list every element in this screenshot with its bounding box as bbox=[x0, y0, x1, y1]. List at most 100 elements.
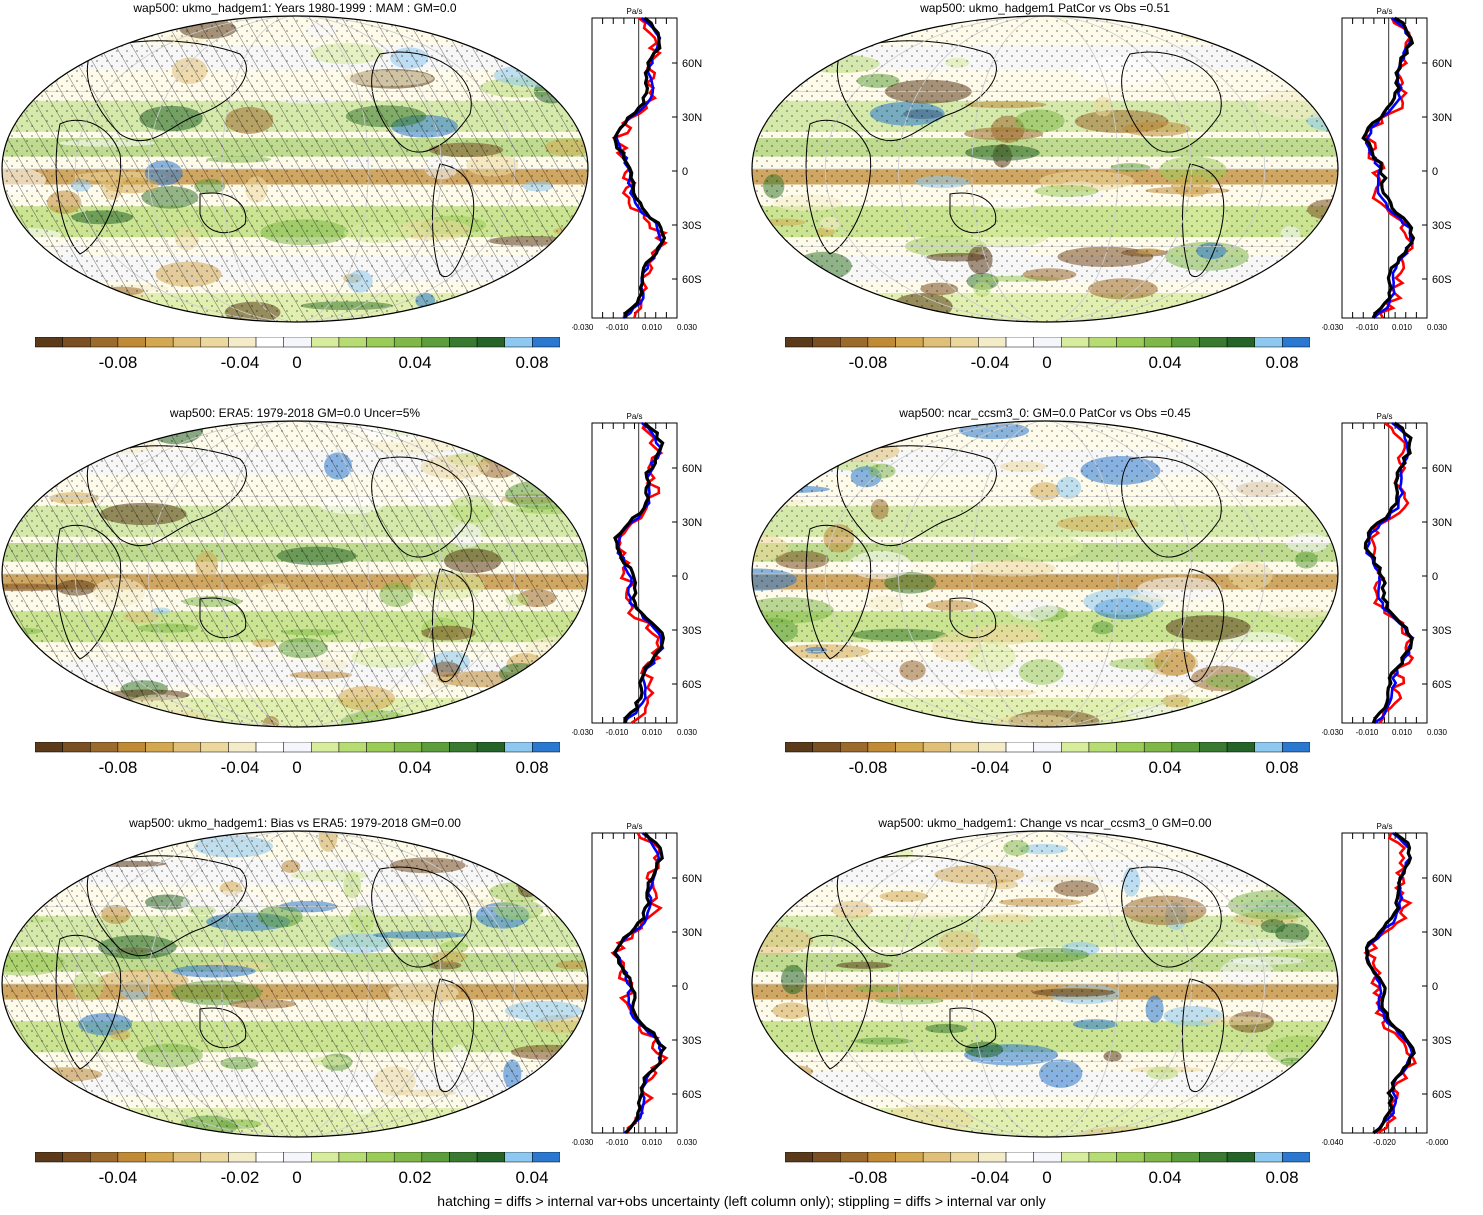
colorbar-segment bbox=[421, 1152, 450, 1163]
colorbar-segment bbox=[117, 742, 146, 753]
colorbar-label: -0.04 bbox=[220, 353, 260, 372]
colorbar-label: 0 bbox=[292, 758, 302, 777]
lat-label: 30S bbox=[1432, 1035, 1452, 1047]
figure-caption: hatching = diffs > internal var+obs unce… bbox=[437, 1193, 1046, 1209]
lat-label: 30S bbox=[682, 220, 702, 232]
colorbar-segment bbox=[1116, 1152, 1145, 1163]
colorbar-label: -0.04 bbox=[98, 1168, 138, 1187]
colorbar-segment bbox=[1061, 1152, 1090, 1163]
colorbar-segment bbox=[172, 742, 202, 753]
colorbar-segment bbox=[867, 337, 896, 348]
colorbar-segment bbox=[1088, 742, 1117, 753]
colorbar-segment bbox=[1282, 742, 1310, 753]
colorbar-segment bbox=[922, 337, 952, 348]
lat-label: 0 bbox=[682, 981, 688, 993]
colorbar-segment bbox=[90, 742, 119, 753]
colorbar-segment bbox=[1033, 337, 1062, 348]
colorbar-segment bbox=[950, 1152, 979, 1163]
colorbar-segment bbox=[283, 742, 312, 753]
colorbar-segment bbox=[228, 1152, 257, 1163]
colorbar-segment bbox=[1171, 337, 1200, 348]
colorbar-segment bbox=[449, 1152, 478, 1163]
colorbar-label: 0 bbox=[1042, 1168, 1052, 1187]
zonal-mean-profile: Pa/s 60N 30N 0 30S 60S -0.030 -0.010 0.010 0.030 bbox=[1322, 412, 1452, 737]
colorbar-label: 0.04 bbox=[398, 353, 432, 372]
colorbar-segment bbox=[812, 1152, 841, 1163]
colorbar-label: -0.08 bbox=[98, 758, 138, 777]
colorbar-labels: -0.08 -0.04 0 0.04 0.08 bbox=[785, 1168, 1310, 1190]
colorbar-label: 0 bbox=[1042, 353, 1052, 372]
lat-label: 30N bbox=[682, 112, 702, 124]
profile-xtick: -0.040 bbox=[1322, 1138, 1344, 1147]
colorbar-segment bbox=[393, 742, 423, 753]
map bbox=[751, 420, 1339, 728]
profile-curve-obs bbox=[615, 16, 664, 320]
colorbar-segment bbox=[978, 337, 1007, 348]
colorbar-segment bbox=[449, 742, 478, 753]
colorbar bbox=[35, 337, 560, 348]
colorbar-segment bbox=[421, 337, 450, 348]
lat-label: 60N bbox=[1432, 58, 1452, 70]
colorbar-label: 0.04 bbox=[1148, 353, 1182, 372]
lat-label: 30S bbox=[1432, 220, 1452, 232]
colorbar-segment bbox=[1005, 337, 1034, 348]
colorbar-label: 0.08 bbox=[515, 758, 549, 777]
lat-label: 60N bbox=[1432, 463, 1452, 475]
panel-title: wap500: ncar_ccsm3_0: GM=0.0 PatCor vs O… bbox=[899, 406, 1191, 420]
colorbar-segment bbox=[117, 1152, 146, 1163]
colorbar-segment bbox=[145, 337, 174, 348]
colorbar-segment bbox=[476, 1152, 505, 1163]
zonal-mean-profile: Pa/s 60N 30N 0 30S 60S -0.040 -0.020 -0.000 bbox=[1322, 822, 1452, 1147]
colorbar-segment bbox=[62, 742, 91, 753]
colorbar-segment bbox=[978, 1152, 1007, 1163]
colorbar-label: -0.04 bbox=[970, 1168, 1010, 1187]
panel-title: wap500: ukmo_hadgem1: Bias vs ERA5: 1979… bbox=[129, 816, 461, 830]
colorbar-segment bbox=[1226, 337, 1255, 348]
colorbar-segment bbox=[922, 1152, 952, 1163]
colorbar-label: 0.08 bbox=[1265, 1168, 1299, 1187]
colorbar-label: -0.04 bbox=[220, 758, 260, 777]
colorbar-label: 0.08 bbox=[1265, 353, 1299, 372]
profile-curve-model bbox=[616, 422, 664, 725]
lat-label: 60S bbox=[1432, 274, 1452, 286]
map bbox=[1, 830, 589, 1138]
colorbar-segment bbox=[922, 742, 952, 753]
colorbar-segment bbox=[1226, 1152, 1255, 1163]
colorbar-segment bbox=[867, 1152, 896, 1163]
colorbar-segment bbox=[812, 337, 841, 348]
colorbar-segment bbox=[532, 1152, 560, 1163]
colorbar-segment bbox=[532, 742, 560, 753]
profile-unit: Pa/s bbox=[1376, 412, 1392, 421]
colorbar-label: 0.04 bbox=[398, 758, 432, 777]
profile-xtick: 0.030 bbox=[1427, 728, 1448, 737]
colorbar-segment bbox=[1143, 742, 1173, 753]
profile-xtick: -0.000 bbox=[1426, 1138, 1449, 1147]
colorbar-labels: -0.04 -0.02 0 0.02 0.04 bbox=[35, 1168, 560, 1190]
lat-label: 60N bbox=[682, 58, 702, 70]
colorbar-segment bbox=[62, 337, 91, 348]
profile-xtick: -0.010 bbox=[606, 1138, 629, 1147]
colorbar-segment bbox=[978, 742, 1007, 753]
lat-label: 0 bbox=[682, 571, 688, 583]
profile-xtick: 0.010 bbox=[1392, 323, 1413, 332]
panel-title: wap500: ukmo_hadgem1: Change vs ncar_ccs… bbox=[878, 816, 1212, 830]
panel-1: wap500: ukmo_hadgem1: Years 1980-1999 : … bbox=[0, 0, 740, 400]
zonal-mean-profile: Pa/s 60N 30N 0 30S 60S -0.030 -0.010 0.010 0.030 bbox=[572, 7, 702, 332]
profile-unit: Pa/s bbox=[626, 822, 642, 831]
colorbar-segment bbox=[1171, 1152, 1200, 1163]
map bbox=[751, 830, 1339, 1138]
colorbar-segment bbox=[172, 1152, 202, 1163]
colorbar-segment bbox=[1088, 1152, 1117, 1163]
colorbar-label: 0.08 bbox=[515, 353, 549, 372]
colorbar-segment bbox=[1199, 742, 1228, 753]
zonal-mean-profile: Pa/s 60N 30N 0 30S 60S -0.030 -0.010 0.010 0.030 bbox=[1322, 7, 1452, 332]
lat-label: 60N bbox=[682, 463, 702, 475]
colorbar-labels: -0.08 -0.04 0 0.04 0.08 bbox=[35, 353, 560, 375]
panel-2: wap500: ukmo_hadgem1 PatCor vs Obs =0.51… bbox=[750, 0, 1483, 400]
profile-xtick: 0.030 bbox=[677, 728, 698, 737]
colorbar-segment bbox=[283, 337, 312, 348]
colorbar-segment bbox=[1254, 742, 1283, 753]
colorbar-label: 0 bbox=[292, 1168, 302, 1187]
profile-unit: Pa/s bbox=[1376, 7, 1392, 16]
colorbar-segment bbox=[311, 337, 340, 348]
